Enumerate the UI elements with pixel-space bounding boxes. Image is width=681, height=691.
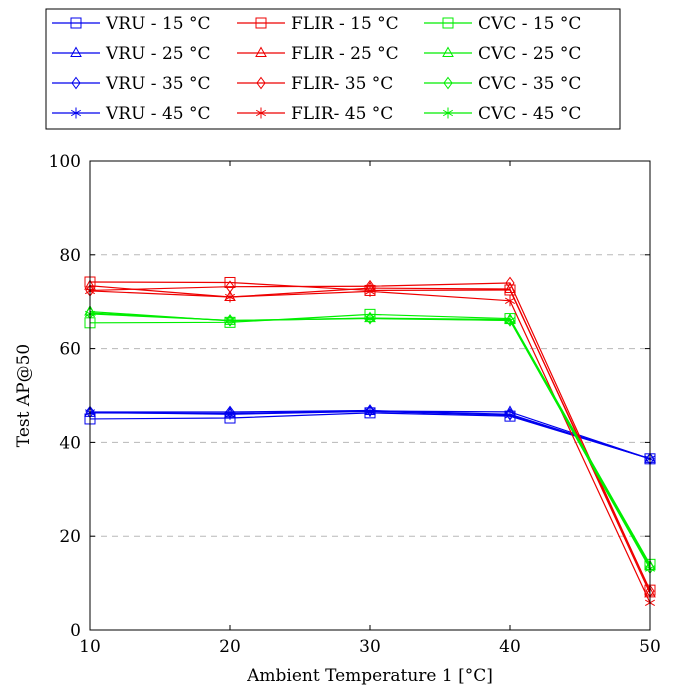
legend-label: VRU - 25 °C	[105, 44, 211, 64]
y-tick-label: 40	[59, 433, 81, 453]
series-6	[86, 277, 654, 596]
y-tick-label: 100	[49, 152, 81, 172]
series-line	[90, 314, 650, 564]
series-line	[90, 282, 650, 590]
series-line	[90, 314, 650, 569]
series-7	[85, 285, 655, 608]
y-tick-label: 60	[59, 340, 81, 360]
x-tick-label: 10	[79, 637, 101, 657]
series-line	[90, 312, 650, 567]
series-line	[90, 313, 650, 568]
x-tick-label: 30	[359, 637, 381, 657]
legend: VRU - 15 °C VRU - 25 °C VRU - 35 °C VRU - 4…	[46, 9, 620, 129]
series-line	[90, 286, 650, 594]
legend-label: FLIR- 35 °C	[291, 74, 393, 94]
x-tick-label: 50	[639, 637, 661, 657]
x-axis-label: Ambient Temperature 1 [°C]	[246, 666, 493, 686]
y-tick-label: 20	[59, 527, 81, 547]
series-line	[90, 291, 650, 603]
series-5	[85, 280, 655, 597]
legend-label: VRU - 45 °C	[105, 104, 211, 124]
ticks: 10 20 30 40 50 0 20 40 60 80 100	[49, 152, 661, 657]
legend-label: FLIR - 15 °C	[291, 14, 399, 34]
y-tick-label: 80	[59, 246, 81, 266]
plot-frame	[90, 161, 650, 630]
legend-label: FLIR- 45 °C	[291, 104, 393, 124]
legend-label: CVC - 25 °C	[478, 44, 581, 64]
series-line	[90, 283, 650, 591]
legend-label: CVC - 35 °C	[478, 74, 581, 94]
legend-label: VRU - 35 °C	[105, 74, 211, 94]
legend-label: VRU - 15 °C	[105, 14, 211, 34]
series-9	[85, 306, 655, 570]
grid	[90, 255, 650, 536]
x-tick-label: 20	[219, 637, 241, 657]
series-10	[86, 307, 654, 573]
legend-label: CVC - 45 °C	[478, 104, 581, 124]
x-tick-label: 40	[499, 637, 521, 657]
series-4	[85, 277, 655, 595]
legend-label: FLIR - 25 °C	[291, 44, 399, 64]
legend-label: CVC - 15 °C	[478, 14, 581, 34]
y-tick-label: 0	[70, 621, 81, 641]
y-axis-label: Test AP@50	[14, 344, 34, 447]
